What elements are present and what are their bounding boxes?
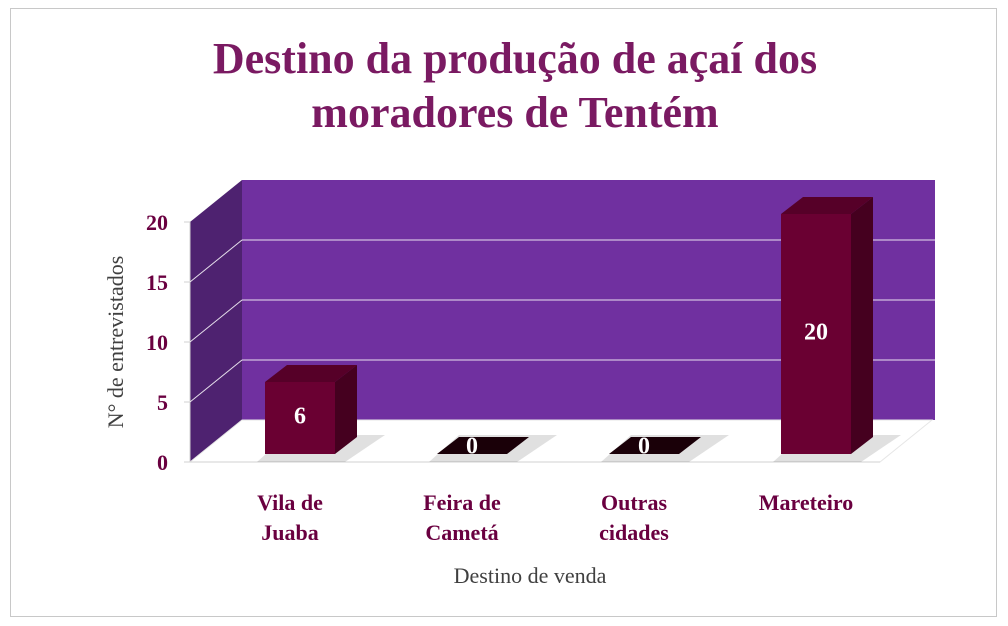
data-label: 0 xyxy=(638,434,650,460)
bar xyxy=(601,435,729,462)
x-axis-label: Destino de venda xyxy=(454,563,607,588)
grid-line xyxy=(189,239,243,283)
data-label: 0 xyxy=(466,434,478,460)
data-label: 6 xyxy=(294,404,306,430)
data-label: 20 xyxy=(804,320,828,346)
bar-top xyxy=(781,197,873,214)
bar-side xyxy=(851,197,873,454)
x-tick-label: Feira de Cametá xyxy=(423,490,501,545)
x-tick-label: Outras cidades xyxy=(599,490,669,545)
grid-line xyxy=(189,299,243,343)
bar xyxy=(257,365,385,462)
x-tick-label: Vila de Juaba xyxy=(257,490,323,545)
bar-top xyxy=(609,437,701,454)
bar-top xyxy=(265,365,357,382)
y-tick-label: 20 xyxy=(146,210,168,235)
bar-top xyxy=(437,437,529,454)
bar xyxy=(429,435,557,462)
y-axis-label: N° de entrevistados xyxy=(103,256,128,429)
chart-title: Destino da produção de açaí dos moradore… xyxy=(212,34,818,137)
y-tick-label: 10 xyxy=(146,330,168,355)
bar-side xyxy=(335,365,357,454)
grid-line xyxy=(189,359,243,403)
x-tick-label: Mareteiro xyxy=(758,490,854,515)
y-tick-label: 15 xyxy=(146,270,168,295)
bar xyxy=(773,197,901,462)
bar-front xyxy=(265,382,335,454)
y-tick-label: 0 xyxy=(157,450,168,475)
bar-front xyxy=(781,214,851,454)
y-tick-label: 5 xyxy=(157,390,168,415)
